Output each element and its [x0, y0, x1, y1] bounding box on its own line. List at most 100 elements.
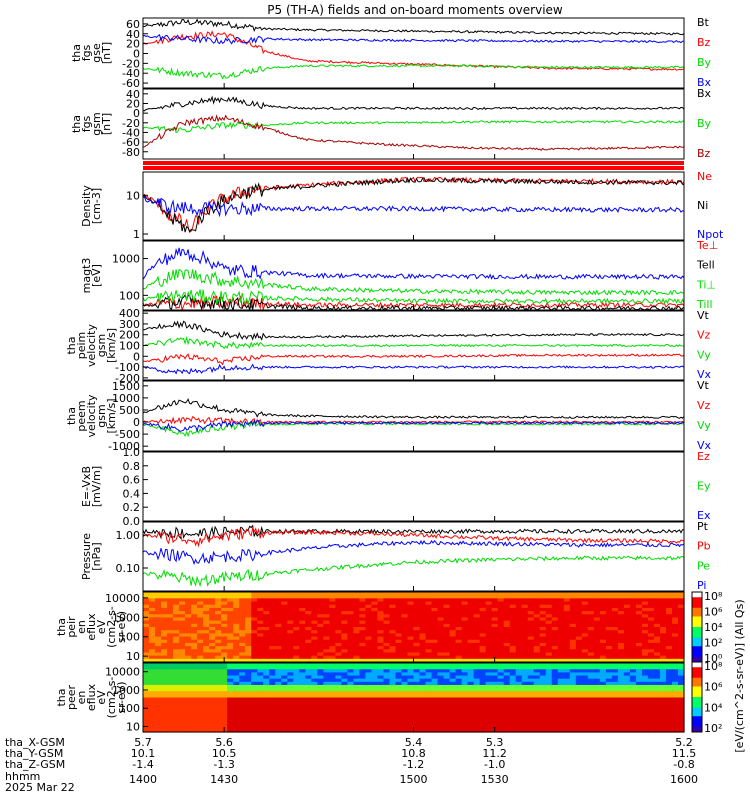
heatmap-cell [329, 620, 336, 625]
heatmap-cell [401, 607, 409, 612]
heatmap-cell [149, 592, 156, 596]
heatmap-cell [419, 694, 427, 699]
heatmap-cell [197, 636, 204, 641]
heatmap-cell [179, 592, 186, 596]
heatmap-cell [425, 607, 433, 612]
heatmap-cell [659, 697, 667, 702]
heatmap-cell [629, 627, 637, 631]
heatmap-cell [515, 716, 523, 721]
heatmap-cell [377, 652, 385, 657]
heatmap-cell [443, 633, 451, 638]
heatmap-cell [617, 703, 625, 708]
heatmap-cell [473, 642, 481, 647]
heatmap-cell [473, 672, 481, 677]
heatmap-cell [323, 639, 330, 644]
heatmap-cell [581, 691, 589, 695]
heatmap-cell [551, 666, 559, 670]
heatmap-cell [299, 636, 306, 641]
heatmap-cell [647, 627, 655, 631]
heatmap-cell [617, 669, 625, 674]
heatmap-cell [509, 678, 517, 683]
heatmap-cell [353, 642, 360, 647]
heatmap-cell [377, 666, 385, 670]
heatmap-cell [593, 607, 601, 612]
heatmap-cell [245, 655, 252, 660]
heatmap-cell [593, 652, 601, 657]
heatmap-cell [287, 601, 294, 606]
series-line-Vy [142, 335, 685, 350]
heatmap-cell [311, 639, 318, 644]
heatmap-cell [395, 725, 403, 730]
heatmap-cell [317, 633, 324, 638]
heatmap-cell [359, 655, 367, 660]
legend-label-Te⊥: Te⊥ [696, 239, 718, 252]
heatmap-cell [179, 716, 186, 721]
heatmap-cell [233, 592, 240, 596]
heatmap-cell [491, 630, 499, 634]
heatmap-cell [233, 681, 240, 686]
heatmap-cell [659, 620, 667, 625]
heatmap-cell [491, 598, 499, 603]
heatmap-cell [395, 658, 403, 663]
heatmap-cell [515, 681, 523, 686]
heatmap-cell [389, 642, 397, 647]
heatmap-cell [497, 672, 505, 677]
heatmap-cell [149, 666, 156, 670]
heatmap-cell [215, 719, 222, 724]
heatmap-cell [161, 604, 168, 609]
heatmap-cell [671, 592, 679, 596]
heatmap-cell [377, 722, 385, 727]
heatmap-cell [419, 652, 427, 657]
heatmap-cell [371, 595, 379, 599]
heatmap-cell [317, 678, 324, 683]
heatmap-cell [497, 669, 505, 674]
heatmap-cell [581, 611, 589, 615]
heatmap-cell [197, 706, 204, 711]
heatmap-cell [203, 649, 210, 654]
heatmap-cell [503, 672, 511, 677]
heatmap-cell [299, 604, 306, 609]
heatmap-cell [191, 646, 198, 650]
heatmap-cell [233, 706, 240, 711]
heatmap-cell [521, 669, 529, 674]
heatmap-cell [659, 694, 667, 699]
heatmap-cell [527, 649, 535, 654]
heatmap-cell [143, 617, 150, 622]
colorbar-upper-cell [692, 614, 702, 617]
heatmap-cell [599, 681, 607, 686]
heatmap-cell [629, 681, 637, 686]
heatmap-cell [575, 636, 583, 641]
heatmap-cell [233, 669, 240, 674]
heatmap-cell [437, 598, 445, 603]
heatmap-cell [245, 684, 252, 689]
heatmap-cell [227, 627, 234, 631]
heatmap-cell [227, 630, 234, 634]
heatmap-cell [545, 623, 553, 628]
colorbar-tick: 10⁸ [704, 590, 723, 603]
heatmap-cell [293, 620, 300, 625]
heatmap-cell [467, 684, 475, 689]
heatmap-cell [425, 722, 433, 727]
heatmap-cell [371, 620, 379, 625]
heatmap-cell [167, 630, 174, 634]
heatmap-cell [149, 620, 156, 625]
heatmap-cell [431, 722, 439, 727]
heatmap-cell [413, 725, 421, 730]
heatmap-cell [311, 658, 318, 663]
heatmap-cell [311, 675, 318, 680]
heatmap-cell [383, 672, 391, 677]
heatmap-cell [173, 669, 180, 674]
heatmap-cell [365, 706, 373, 711]
heatmap-cell [449, 604, 457, 609]
heatmap-cell [569, 617, 577, 622]
heatmap-cell [533, 669, 541, 674]
ylabel-line: peim [75, 332, 88, 360]
heatmap-cell [599, 652, 607, 657]
heatmap-cell [209, 601, 216, 606]
ylabel-line: tha [65, 407, 78, 425]
colorbar-lower-cell [692, 683, 702, 686]
heatmap-cell [377, 623, 385, 628]
heatmap-cell [311, 703, 318, 708]
heatmap-cell [293, 598, 300, 603]
heatmap-cell [185, 633, 192, 638]
